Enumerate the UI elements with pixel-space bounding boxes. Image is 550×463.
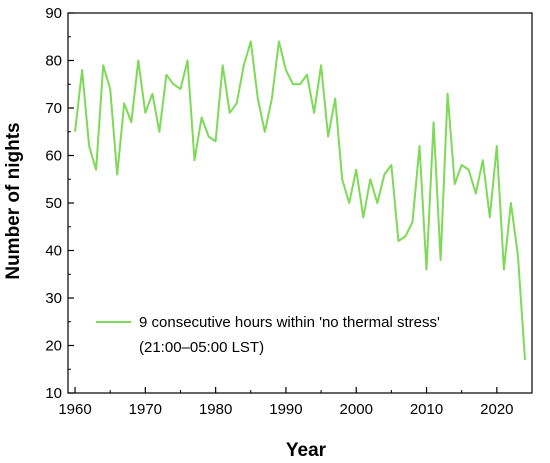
x-tick-label: 1960 [58, 401, 91, 418]
y-tick-label: 10 [45, 385, 62, 402]
y-axis: 10 20 30 40 50 60 70 80 90 [45, 5, 74, 402]
x-tick-label: 2020 [480, 401, 513, 418]
y-tick-label: 20 [45, 338, 62, 355]
legend: 9 consecutive hours within 'no thermal s… [96, 314, 440, 356]
plot-area [67, 12, 533, 394]
y-tick-label: 80 [45, 53, 62, 70]
x-axis: 1960 1970 1980 1990 2000 2010 2020 [58, 387, 514, 418]
x-tick-label: 1980 [199, 401, 232, 418]
series-line [74, 40, 526, 360]
y-tick-label: 30 [45, 290, 62, 307]
y-tick-label: 90 [45, 5, 62, 22]
y-tick-label: 60 [45, 148, 62, 165]
y-tick-label: 70 [45, 100, 62, 117]
x-tick-label: 1970 [129, 401, 162, 418]
x-tick-label: 2010 [410, 401, 443, 418]
x-tick-label: 2000 [340, 401, 373, 418]
legend-label: 9 consecutive hours within 'no thermal s… [139, 314, 440, 331]
y-tick-label: 50 [45, 195, 62, 212]
y-axis-title: Number of nights [3, 122, 24, 279]
y-tick-label: 40 [45, 243, 62, 260]
legend-label-line2: (21:00–05:00 LST) [139, 339, 264, 356]
x-axis-title: Year [286, 440, 327, 461]
x-tick-label: 1990 [269, 401, 302, 418]
